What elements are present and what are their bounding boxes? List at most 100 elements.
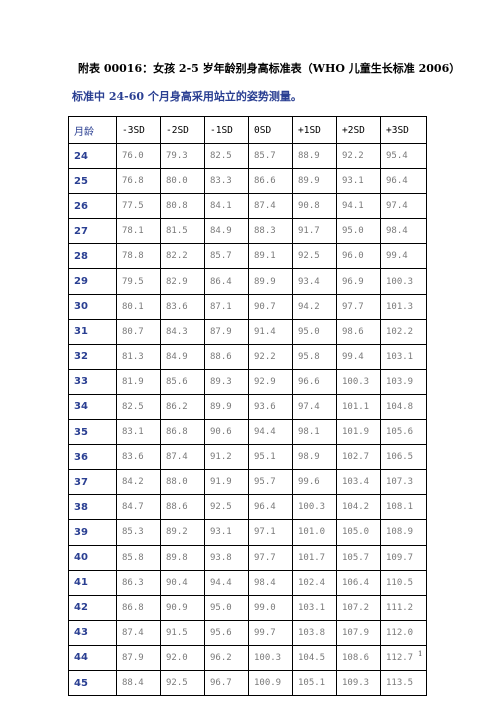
table-note: 标准中 24-60 个月身高采用站立的姿势测量。 xyxy=(72,90,302,103)
height-value-cell: 82.5 xyxy=(116,393,161,421)
height-value-cell: 87.4 xyxy=(248,193,293,220)
height-value-cell: 109.7 xyxy=(380,544,427,571)
height-value-cell: 86.8 xyxy=(116,594,161,621)
height-value-cell: 112.7 xyxy=(380,644,427,671)
height-value-cell: 95.4 xyxy=(380,142,427,170)
height-value-cell: 97.7 xyxy=(248,544,293,571)
height-value-cell: 85.8 xyxy=(116,544,161,571)
height-value-cell: 88.9 xyxy=(292,142,337,170)
height-value-cell: 94.4 xyxy=(248,419,293,446)
table-row: 39 85.3 89.2 93.1 97.1 101.0 105.0 108.9 xyxy=(68,519,427,546)
height-value-cell: 94.4 xyxy=(204,569,249,596)
height-value-cell: 88.6 xyxy=(160,494,205,521)
height-value-cell: 103.4 xyxy=(336,469,381,496)
height-value-cell: 88.3 xyxy=(248,218,293,245)
month-cell: 31 xyxy=(68,318,117,345)
height-value-cell: 90.7 xyxy=(248,293,293,320)
height-value-cell: 89.9 xyxy=(248,268,293,295)
height-value-cell: 90.8 xyxy=(292,193,337,220)
month-cell: 34 xyxy=(68,393,117,421)
height-value-cell: 84.2 xyxy=(116,469,161,496)
height-value-cell: 90.9 xyxy=(160,594,205,621)
height-value-cell: 84.1 xyxy=(204,193,249,220)
height-value-cell: 98.4 xyxy=(248,569,293,596)
height-value-cell: 101.1 xyxy=(336,393,381,421)
page-title: 附表 00016：女孩 2-5 岁年龄别身高标准表（WHO 儿童生长标准 200… xyxy=(78,62,461,75)
height-value-cell: 109.3 xyxy=(336,669,381,697)
height-value-cell: 105.7 xyxy=(336,544,381,571)
height-value-cell: 84.3 xyxy=(160,318,205,345)
height-value-cell: 85.6 xyxy=(160,368,205,395)
height-value-cell: 104.2 xyxy=(336,494,381,521)
height-value-cell: 87.4 xyxy=(116,619,161,646)
month-cell: 30 xyxy=(68,293,117,320)
table-row: 24 76.0 79.3 82.5 85.7 88.9 92.2 95.4 xyxy=(68,142,427,170)
height-value-cell: 96.0 xyxy=(336,243,381,270)
height-value-cell: 95.1 xyxy=(248,444,293,471)
height-value-cell: 96.9 xyxy=(336,268,381,295)
height-value-cell: 86.3 xyxy=(116,569,161,596)
month-cell: 39 xyxy=(68,519,117,546)
height-value-cell: 100.3 xyxy=(292,494,337,521)
height-value-cell: 101.7 xyxy=(292,544,337,571)
height-value-cell: 99.4 xyxy=(380,243,427,270)
height-value-cell: 112.0 xyxy=(380,619,427,646)
table-row: 25 76.8 80.0 83.3 86.6 89.9 93.1 96.4 xyxy=(68,168,427,195)
height-value-cell: 97.4 xyxy=(380,193,427,220)
height-value-cell: 103.1 xyxy=(380,343,427,370)
month-cell: 41 xyxy=(68,569,117,596)
height-value-cell: 96.7 xyxy=(204,669,249,697)
height-value-cell: 101.0 xyxy=(292,519,337,546)
height-value-cell: 102.7 xyxy=(336,444,381,471)
height-value-cell: 95.0 xyxy=(336,218,381,245)
height-value-cell: 80.8 xyxy=(160,193,205,220)
page-number: 1 xyxy=(418,650,423,658)
column-header-sd: -3SD xyxy=(116,116,161,144)
height-value-cell: 94.1 xyxy=(336,193,381,220)
height-value-cell: 89.3 xyxy=(204,368,249,395)
height-value-cell: 110.5 xyxy=(380,569,427,596)
height-value-cell: 96.4 xyxy=(248,494,293,521)
height-value-cell: 88.6 xyxy=(204,343,249,370)
height-value-cell: 108.6 xyxy=(336,644,381,671)
height-value-cell: 84.7 xyxy=(116,494,161,521)
column-header-sd: -1SD xyxy=(204,116,249,144)
month-cell: 37 xyxy=(68,469,117,496)
height-value-cell: 77.5 xyxy=(116,193,161,220)
column-header-month: 月龄 xyxy=(68,116,117,144)
height-value-cell: 80.1 xyxy=(116,293,161,320)
height-value-cell: 98.4 xyxy=(380,218,427,245)
table-body: 24 76.0 79.3 82.5 85.7 88.9 92.2 95.4 25 76.8 80.0… xyxy=(68,142,427,697)
height-value-cell: 100.3 xyxy=(248,644,293,671)
height-value-cell: 86.8 xyxy=(160,419,205,446)
height-value-cell: 94.2 xyxy=(292,293,337,320)
month-cell: 24 xyxy=(68,142,117,170)
table-row: 44 87.9 92.0 96.2 100.3 104.5 108.6 112.7 xyxy=(68,644,427,671)
height-value-cell: 86.2 xyxy=(160,393,205,421)
height-value-cell: 93.6 xyxy=(248,393,293,421)
height-value-cell: 105.6 xyxy=(380,419,427,446)
height-value-cell: 87.1 xyxy=(204,293,249,320)
height-value-cell: 103.8 xyxy=(292,619,337,646)
height-value-cell: 92.9 xyxy=(248,368,293,395)
height-value-cell: 92.5 xyxy=(204,494,249,521)
table-row: 35 83.1 86.8 90.6 94.4 98.1 101.9 105.6 xyxy=(68,419,427,446)
height-value-cell: 93.1 xyxy=(336,168,381,195)
height-value-cell: 92.5 xyxy=(292,243,337,270)
table-row: 42 86.8 90.9 95.0 99.0 103.1 107.2 111.2 xyxy=(68,594,427,621)
height-value-cell: 83.6 xyxy=(160,293,205,320)
column-header-sd: -2SD xyxy=(160,116,205,144)
height-value-cell: 87.4 xyxy=(160,444,205,471)
height-value-cell: 97.4 xyxy=(292,393,337,421)
month-cell: 27 xyxy=(68,218,117,245)
height-value-cell: 81.3 xyxy=(116,343,161,370)
height-value-cell: 102.2 xyxy=(380,318,427,345)
table-row: 43 87.4 91.5 95.6 99.7 103.8 107.9 112.0 xyxy=(68,619,427,646)
height-value-cell: 113.5 xyxy=(380,669,427,697)
height-value-cell: 103.9 xyxy=(380,368,427,395)
height-value-cell: 76.8 xyxy=(116,168,161,195)
height-value-cell: 96.2 xyxy=(204,644,249,671)
table-row: 30 80.1 83.6 87.1 90.7 94.2 97.7 101.3 xyxy=(68,293,427,320)
table-row: 32 81.3 84.9 88.6 92.2 95.8 99.4 103.1 xyxy=(68,343,427,370)
height-value-cell: 107.2 xyxy=(336,594,381,621)
